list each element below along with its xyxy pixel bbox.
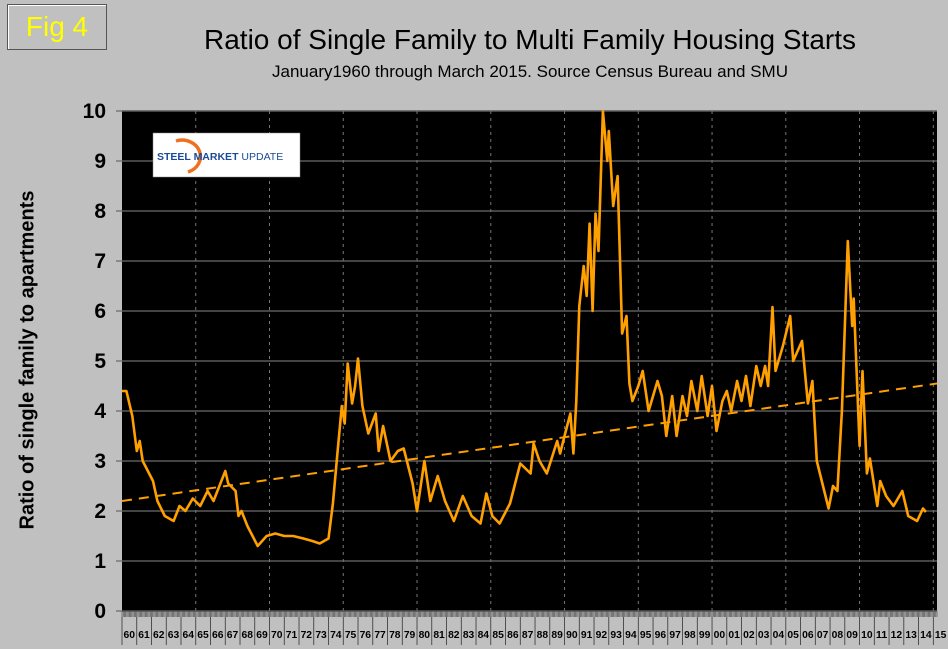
chart-title: Ratio of Single Family to Multi Family H… (204, 24, 856, 55)
x-tick-label: 63 (168, 629, 180, 641)
x-tick-label: 61 (138, 629, 150, 641)
x-tick-label: 97 (669, 629, 681, 641)
y-tick-label: 3 (94, 450, 106, 473)
series-line (122, 109, 927, 548)
x-tick-label: 10 (861, 629, 873, 641)
smu-logo: STEEL MARKET UPDATE (152, 132, 301, 178)
x-tick-label: 79 (404, 629, 416, 641)
y-tick-label: 9 (94, 150, 106, 173)
x-tick-label: 12 (891, 629, 903, 641)
y-axis: 0 1 2 3 4 5 6 7 8 9 10 (83, 100, 122, 623)
x-tick-label: 95 (640, 629, 652, 641)
y-tick-label: 8 (94, 200, 106, 223)
x-tick-label: 94 (625, 629, 637, 641)
x-tick-label: 80 (419, 629, 431, 641)
svg-text:STEEL MARKET UPDATE: STEEL MARKET UPDATE (157, 151, 283, 163)
x-tick-label: 85 (492, 629, 504, 641)
chart-subtitle: January1960 through March 2015. Source C… (272, 62, 788, 81)
x-tick-label: 98 (684, 629, 696, 641)
x-tick-label: 11 (876, 629, 888, 641)
y-tick-label: 6 (94, 300, 106, 323)
y-tick-label: 10 (83, 100, 106, 123)
x-tick-label: 72 (301, 629, 313, 641)
x-tick-label: 64 (183, 629, 195, 641)
x-tick-label: 77 (374, 629, 386, 641)
x-tick-label: 99 (699, 629, 711, 641)
x-tick-label: 62 (153, 629, 165, 641)
x-tick-label: 00 (714, 629, 726, 641)
x-tick-label: 01 (728, 629, 740, 641)
x-tick-label: 87 (522, 629, 534, 641)
x-tick-label: 93 (610, 629, 622, 641)
x-tick-label: 91 (581, 629, 593, 641)
x-tick-label: 70 (271, 629, 283, 641)
y-tick-label: 4 (94, 400, 106, 423)
x-tick-label: 82 (448, 629, 460, 641)
x-tick-label: 15 (935, 629, 947, 641)
x-tick-label: 84 (478, 629, 490, 641)
x-tick-label: 88 (537, 629, 549, 641)
x-tick-label: 08 (832, 629, 844, 641)
x-tick-label: 73 (315, 629, 327, 641)
x-axis: 60 61 62 63 64 65 66 67 68 69 70 71 72 73 74 75 76 77 78 79… (121, 610, 947, 645)
x-tick-label: 14 (920, 629, 932, 641)
x-tick-label: 76 (360, 629, 372, 641)
x-tick-label: 92 (596, 629, 608, 641)
x-tick-label: 74 (330, 629, 342, 641)
x-tick-label: 68 (242, 629, 254, 641)
x-tick-label: 05 (787, 629, 799, 641)
x-tick-label: 07 (817, 629, 829, 641)
x-tick-label: 06 (802, 629, 814, 641)
x-tick-label: 04 (773, 629, 785, 641)
x-tick-label: 65 (197, 629, 209, 641)
x-tick-label: 60 (124, 629, 136, 641)
y-tick-label: 5 (94, 350, 106, 373)
x-tick-label: 02 (743, 629, 755, 641)
x-tick-label: 89 (551, 629, 563, 641)
x-tick-label: 71 (286, 629, 298, 641)
x-tick-label: 69 (256, 629, 268, 641)
x-tick-label: 83 (463, 629, 475, 641)
y-tick-label: 7 (94, 250, 106, 273)
y-tick-label: 2 (94, 500, 106, 523)
y-tick-label: 0 (94, 600, 106, 623)
x-tick-label: 13 (905, 629, 917, 641)
logo-arc-icon (175, 138, 203, 174)
x-tick-label: 09 (846, 629, 858, 641)
x-tick-label: 81 (433, 629, 445, 641)
x-tick-label: 96 (655, 629, 667, 641)
y-tick-label: 1 (94, 550, 106, 573)
x-tick-label: 75 (345, 629, 357, 641)
x-tick-label: 03 (758, 629, 770, 641)
trend-line (121, 382, 938, 502)
x-tick-label: 66 (212, 629, 224, 641)
x-tick-label: 78 (389, 629, 401, 641)
x-tick-label: 86 (507, 629, 519, 641)
x-tick-label: 67 (227, 629, 239, 641)
x-tick-label: 90 (566, 629, 578, 641)
figure-label: Fig 4 (7, 4, 107, 50)
